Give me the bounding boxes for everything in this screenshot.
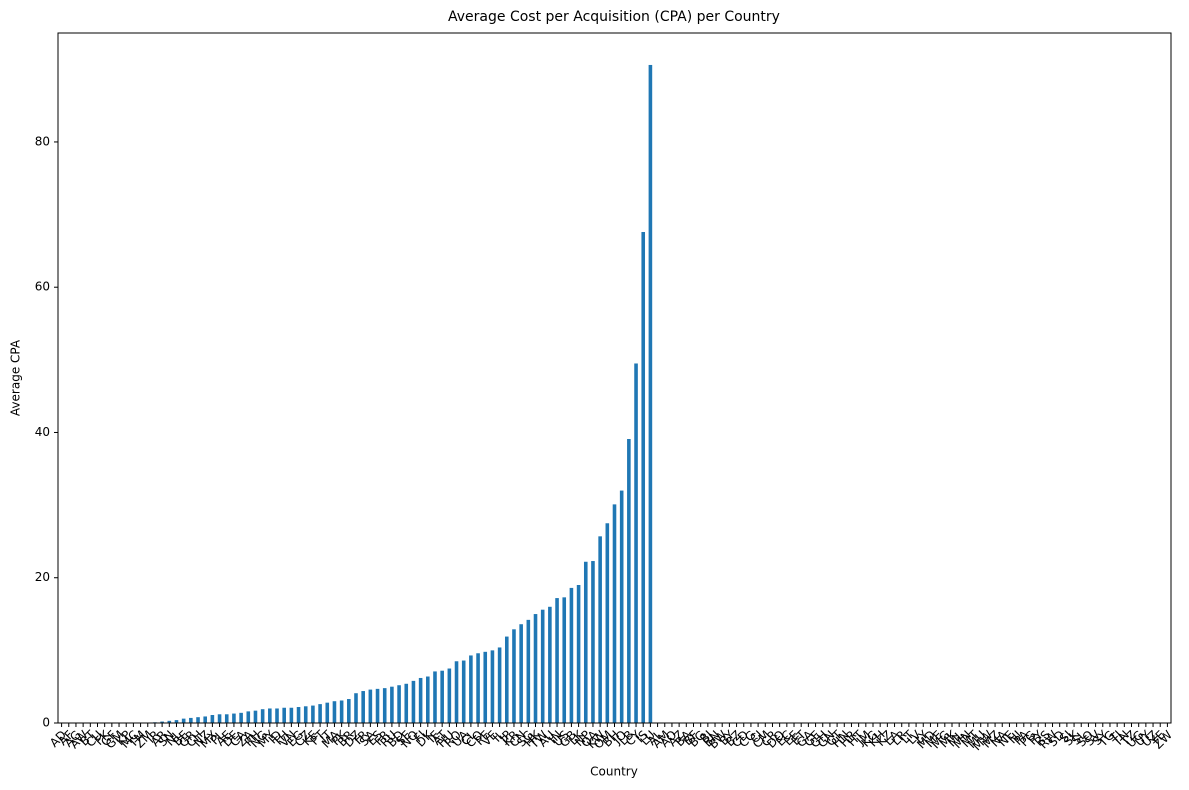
bar	[210, 715, 215, 723]
bar	[289, 707, 294, 723]
y-tick-label: 60	[35, 280, 50, 294]
bar	[576, 585, 581, 723]
bar	[591, 561, 595, 723]
bar	[196, 717, 200, 723]
chart-title: Average Cost per Acquisition (CPA) per C…	[448, 9, 780, 25]
bar	[569, 587, 574, 723]
bar	[174, 720, 179, 723]
bar	[303, 706, 308, 723]
bar	[224, 714, 229, 723]
bar	[454, 661, 459, 723]
bar	[404, 683, 409, 723]
y-tick-label: 40	[35, 425, 50, 439]
bar	[397, 685, 401, 723]
bar	[332, 701, 337, 723]
bar	[239, 712, 243, 723]
bar	[512, 629, 516, 723]
bar	[296, 707, 301, 723]
bar	[447, 668, 452, 723]
bar	[217, 714, 222, 723]
bar	[497, 647, 502, 723]
bar	[382, 688, 387, 723]
bar	[634, 363, 638, 723]
bar	[282, 707, 286, 723]
bar	[246, 711, 251, 723]
bar	[483, 651, 488, 723]
bar	[354, 693, 358, 723]
bar	[612, 504, 617, 723]
bar	[426, 676, 430, 723]
bar	[562, 597, 567, 723]
bar	[160, 721, 164, 723]
y-axis-label: Average CPA	[9, 339, 23, 416]
bar	[605, 523, 610, 723]
bar	[641, 232, 646, 723]
bar	[519, 624, 523, 723]
bar	[411, 680, 416, 723]
bar	[375, 688, 380, 723]
bar	[325, 702, 330, 723]
bar	[627, 439, 631, 723]
bar	[648, 64, 653, 724]
bar	[361, 691, 365, 723]
bar	[526, 619, 531, 723]
y-tick-label: 80	[35, 134, 50, 148]
bar	[203, 716, 207, 723]
bar	[167, 720, 172, 723]
bar	[318, 704, 322, 723]
bar	[504, 636, 509, 723]
bar	[339, 700, 344, 723]
bar	[555, 598, 559, 723]
bar	[619, 490, 624, 723]
y-tick-label: 20	[35, 570, 50, 584]
bar	[533, 614, 538, 723]
plot-frame	[57, 32, 1172, 724]
bar	[433, 671, 437, 723]
bar	[268, 708, 272, 723]
bar	[232, 713, 236, 723]
bar	[461, 660, 466, 723]
bar	[181, 718, 186, 723]
bar	[260, 709, 265, 723]
bar	[476, 653, 480, 723]
bar	[390, 686, 394, 723]
bar	[275, 708, 279, 723]
bar	[548, 606, 552, 723]
y-tick-label: 0	[42, 716, 50, 730]
bar	[418, 677, 423, 723]
x-axis-label: Country	[590, 765, 638, 779]
bar	[583, 561, 588, 723]
bar	[440, 670, 444, 723]
bar	[540, 609, 545, 723]
bar	[469, 655, 473, 723]
bar	[368, 689, 373, 723]
bar	[347, 699, 351, 723]
bar	[189, 717, 193, 723]
bar	[311, 705, 315, 723]
bar	[598, 536, 602, 723]
bar	[253, 710, 258, 723]
bar	[490, 650, 495, 723]
